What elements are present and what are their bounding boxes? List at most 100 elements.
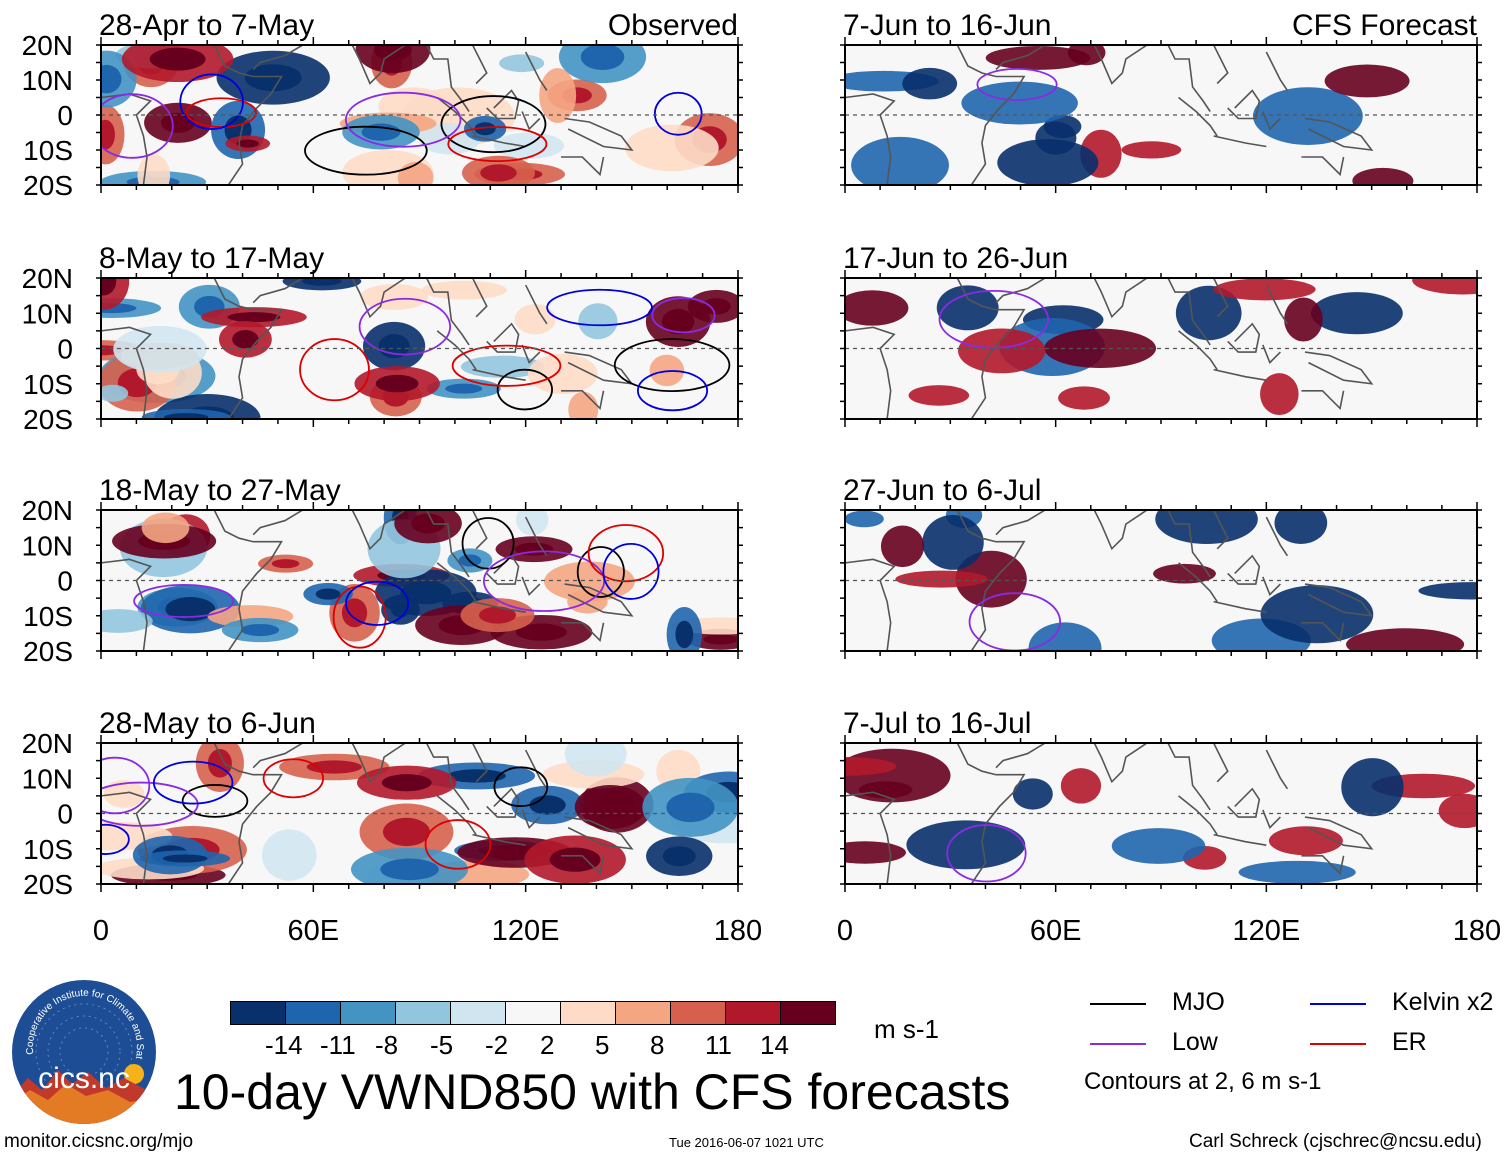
coastline <box>1178 330 1218 371</box>
coastline <box>471 278 488 318</box>
anomaly-core <box>662 846 696 867</box>
coastline <box>956 278 1026 419</box>
anomaly-blob <box>1067 45 1106 66</box>
coastline <box>521 576 541 597</box>
coastline <box>252 278 304 304</box>
anomaly-blob <box>1252 87 1363 145</box>
coastline <box>1076 45 1148 85</box>
coastline <box>956 743 1026 884</box>
y-tick-label: 10S <box>23 369 73 400</box>
anomaly-core <box>661 308 695 335</box>
coastline <box>486 89 520 120</box>
coastline <box>1227 322 1261 353</box>
map-panel: 7-Jul to 16-Jul <box>840 707 1482 892</box>
anomaly-blob <box>578 303 618 340</box>
anomaly-blob <box>1213 278 1316 301</box>
anomaly-blob <box>397 161 434 185</box>
coastlines <box>845 45 1374 185</box>
anomaly-blob <box>101 609 153 633</box>
coastline <box>1301 389 1345 411</box>
panel-title: 28-May to 6-Jun <box>99 707 316 740</box>
coastline <box>1227 787 1261 818</box>
anomaly-core <box>160 112 195 133</box>
colorbar-level-label: 14 <box>760 1030 789 1060</box>
contour-mjo <box>493 766 549 808</box>
coastline <box>995 743 1046 769</box>
coastline <box>1167 278 1211 346</box>
anomaly-blob <box>1268 826 1343 856</box>
coastline <box>1167 510 1211 578</box>
anomaly-blob <box>516 510 549 536</box>
anomaly-core <box>149 47 206 71</box>
coastline <box>1265 516 1289 557</box>
coastline <box>1262 111 1281 131</box>
anomaly-core <box>447 769 506 783</box>
anomaly-core <box>478 606 516 624</box>
anomaly-blob <box>961 81 1078 125</box>
colorbar-swatch <box>285 1001 341 1025</box>
anomaly-blob <box>845 757 897 776</box>
contour-low <box>651 297 716 334</box>
coastline <box>1301 621 1345 643</box>
coastline <box>1076 510 1148 551</box>
coastline <box>334 743 406 784</box>
contour-mjo <box>613 338 731 393</box>
legend-swatch <box>1090 1043 1146 1045</box>
anomaly-core <box>666 792 715 823</box>
coastline <box>995 45 1046 71</box>
y-tick-label: 20N <box>22 495 73 526</box>
coastline <box>252 510 304 536</box>
anomaly-blob <box>1260 373 1299 416</box>
y-tick-label: 0 <box>57 566 73 597</box>
colorbar-swatch <box>230 1001 286 1025</box>
anomaly-blob <box>360 283 429 310</box>
coastline <box>1178 562 1218 603</box>
anomaly-blob <box>902 67 958 100</box>
anomaly-core <box>341 598 368 628</box>
contour-mjo <box>440 95 547 154</box>
contour-er <box>299 338 370 402</box>
y-tick-label: 20N <box>22 728 73 759</box>
contour-low <box>976 67 1058 101</box>
anomaly-blob <box>845 841 906 864</box>
coastline <box>334 510 406 551</box>
source-url[interactable]: monitor.cicsnc.org/mjo <box>4 1131 194 1152</box>
coastline <box>436 795 477 836</box>
anomaly-core <box>580 45 625 71</box>
y-tick-label: 10N <box>22 530 73 561</box>
coastline <box>425 510 470 578</box>
anomaly-core <box>411 513 445 534</box>
coastlines <box>101 743 634 884</box>
contour-er <box>332 585 387 649</box>
coastline <box>471 743 488 783</box>
colorbar-swatch <box>505 1001 561 1025</box>
panel-title: 7-Jun to 16-Jun <box>843 9 1051 42</box>
anomaly-blob <box>514 304 556 335</box>
legend-swatch <box>1310 1003 1366 1005</box>
y-tick-label: 10N <box>22 65 73 96</box>
wind-anomaly-field <box>101 278 738 419</box>
coastline <box>1213 135 1267 148</box>
anomaly-core <box>549 847 601 872</box>
wind-anomaly-field <box>845 510 1477 651</box>
anomaly-blob <box>1238 860 1356 884</box>
y-tick-label: 20N <box>22 30 73 61</box>
contour-mjo <box>496 368 553 411</box>
anomaly-blob <box>564 743 627 777</box>
anomaly-core <box>380 858 439 881</box>
panel-title: 27-Jun to 6-Jul <box>843 474 1041 507</box>
contour-kelvin-x2 <box>653 91 703 136</box>
anomaly-blob <box>527 353 598 394</box>
anomaly-blob <box>568 391 599 419</box>
anomaly-core <box>101 278 117 296</box>
anomaly-blob <box>880 525 925 568</box>
coastline <box>1178 795 1218 836</box>
coastline <box>1227 89 1261 120</box>
colorbar-swatch <box>615 1001 671 1025</box>
x-tick-label: 60E <box>288 915 340 947</box>
contour-kelvin-x2 <box>546 288 653 327</box>
map-panel: 27-Jun to 6-Jul <box>840 474 1482 659</box>
colorbar-level-label: -11 <box>320 1030 356 1060</box>
anomaly-core <box>302 278 342 286</box>
coastline <box>564 583 634 617</box>
